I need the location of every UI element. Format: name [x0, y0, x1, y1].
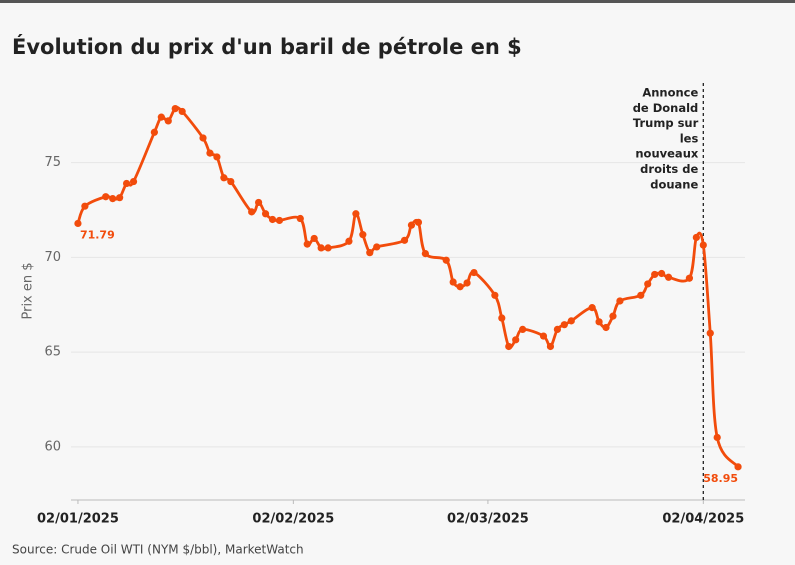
x-tick-label: 02/03/2025: [447, 512, 529, 527]
point: [373, 243, 381, 251]
point: [685, 274, 694, 282]
point: [324, 244, 332, 252]
point: [456, 283, 464, 291]
point: [553, 325, 561, 334]
point: [421, 249, 429, 258]
point: [560, 321, 568, 329]
chart-title: Évolution du prix d'un baril de pétrole …: [12, 34, 522, 59]
annotation-text: nouveaux: [635, 147, 699, 161]
annotation-text: les: [680, 131, 699, 145]
point: [602, 323, 610, 332]
y-tick-label: 65: [44, 345, 61, 360]
point: [609, 312, 617, 320]
y-tick-label: 70: [44, 250, 61, 265]
y-axis-label: Prix en $: [21, 262, 36, 319]
point: [81, 202, 89, 210]
point: [692, 233, 700, 242]
point: [588, 304, 596, 312]
point: [400, 236, 409, 244]
point: [275, 216, 284, 225]
point: [268, 215, 277, 224]
point: [220, 174, 228, 182]
point: [658, 269, 666, 278]
annotation-text: droits de: [640, 162, 698, 176]
point: [616, 297, 624, 305]
point: [74, 219, 82, 228]
x-tick-label: 02/02/2025: [252, 512, 334, 527]
point: [567, 317, 575, 325]
point: [407, 221, 416, 229]
chart: Évolution du prix d'un baril de pétrole …: [12, 34, 745, 557]
point: [213, 153, 221, 161]
value-label: 71.79: [80, 228, 115, 241]
point: [102, 193, 110, 201]
point: [227, 177, 235, 186]
point: [644, 280, 652, 288]
point: [296, 214, 304, 223]
point: [449, 278, 457, 286]
point: [317, 244, 325, 252]
point: [498, 314, 506, 322]
point: [637, 291, 645, 299]
point: [157, 113, 165, 121]
point: [164, 117, 172, 125]
point: [595, 318, 603, 326]
point: [505, 342, 513, 351]
line: [76, 106, 740, 468]
point: [546, 342, 555, 351]
point: [519, 325, 527, 334]
point: [734, 463, 742, 471]
x-tick-label: 02/04/2025: [662, 512, 744, 527]
point: [512, 336, 520, 344]
point: [651, 270, 659, 279]
y-tick-label: 60: [44, 439, 61, 454]
annotation-text: de Donald: [633, 101, 699, 115]
point: [366, 249, 374, 257]
annotation-text: douane: [650, 177, 698, 191]
point: [442, 256, 450, 264]
point: [116, 194, 124, 202]
point: [199, 134, 207, 142]
point: [255, 198, 263, 207]
point: [491, 291, 499, 299]
point: [664, 273, 673, 281]
point: [713, 433, 721, 442]
point: [345, 237, 353, 245]
point: [463, 279, 471, 287]
point: [310, 234, 318, 243]
value-label: 58.95: [703, 472, 738, 485]
annotation-text: Trump sur: [633, 116, 699, 130]
point: [171, 104, 179, 113]
point: [206, 149, 214, 157]
point: [150, 128, 158, 136]
point: [109, 195, 117, 203]
point: [414, 218, 423, 226]
point: [699, 241, 707, 249]
point: [248, 208, 256, 216]
x-tick-label: 02/01/2025: [37, 512, 119, 527]
point: [122, 179, 131, 188]
source: Source: Crude Oil WTI (NYM $/bbl), Marke…: [12, 543, 304, 557]
point: [470, 268, 478, 277]
point: [706, 329, 714, 337]
annotation-text: Annonce: [642, 86, 698, 100]
point: [178, 107, 186, 116]
y-tick-label: 75: [44, 155, 61, 170]
point: [539, 332, 548, 340]
point: [303, 240, 311, 248]
point: [352, 210, 360, 218]
point: [359, 231, 367, 239]
point: [129, 177, 138, 186]
point: [261, 210, 270, 218]
